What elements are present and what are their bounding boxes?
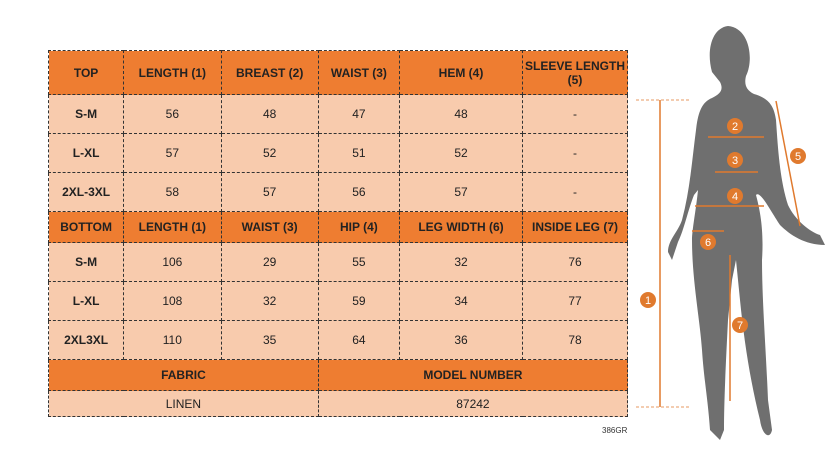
svg-text:4: 4 — [732, 191, 738, 203]
measurement-marker-5: 5 — [790, 148, 806, 164]
value-cell: 58 — [123, 172, 222, 212]
value-cell: - — [522, 94, 628, 134]
value-cell: - — [522, 133, 628, 173]
value-cell: 77 — [522, 281, 628, 321]
value-cell: 56 — [123, 94, 222, 134]
body-measurement-figure: 1 2 3 4 5 6 7 — [636, 26, 825, 440]
svg-text:5: 5 — [795, 151, 801, 163]
model-value: 87242 — [317, 390, 629, 417]
table-row: S-M 56 48 47 48- — [47, 94, 628, 134]
size-cell: 2XL-3XL — [47, 172, 125, 212]
bottom-header-row: BOTTOM LENGTH (1) WAIST (3) HIP (4) LEG WIDT… — [47, 211, 628, 243]
table-row: 2XL-3XL 58 57 56 57- — [47, 172, 628, 212]
value-cell: 52 — [220, 133, 319, 173]
value-cell: 76 — [522, 242, 628, 282]
size-chart-table: TOP LENGTH (1) BREAST (2) WAIST (3) HEM (4) S… — [47, 50, 629, 417]
header-cell: SLEEVE LENGTH (5) — [522, 50, 628, 95]
value-cell: 78 — [522, 320, 628, 360]
measurement-marker-2: 2 — [727, 118, 743, 134]
value-cell: 36 — [399, 320, 523, 360]
measurement-marker-1: 1 — [640, 292, 656, 308]
size-cell: 2XL3XL — [47, 320, 125, 360]
measurement-marker-7: 7 — [732, 317, 748, 333]
value-cell: 52 — [399, 133, 523, 173]
value-cell: 56 — [317, 172, 401, 212]
value-cell: 110 — [123, 320, 222, 360]
value-cell: 55 — [317, 242, 401, 282]
table-row: L-XL 57 52 51 52- — [47, 133, 628, 173]
value-cell: 29 — [220, 242, 319, 282]
size-cell: L-XL — [47, 281, 125, 321]
svg-text:6: 6 — [705, 237, 711, 249]
header-cell: WAIST (3) — [220, 211, 319, 243]
value-cell: 106 — [123, 242, 222, 282]
value-cell: 57 — [123, 133, 222, 173]
header-cell: BREAST (2) — [220, 50, 319, 95]
svg-text:1: 1 — [645, 295, 651, 307]
value-cell: 108 — [123, 281, 222, 321]
value-cell: 57 — [399, 172, 523, 212]
value-cell: 64 — [317, 320, 401, 360]
value-cell: 51 — [317, 133, 401, 173]
header-cell: LENGTH (1) — [123, 50, 222, 95]
size-cell: S-M — [47, 94, 125, 134]
product-code: 386GR — [602, 426, 628, 435]
header-cell: INSIDE LEG (7) — [522, 211, 628, 243]
value-cell: 32 — [399, 242, 523, 282]
measurement-marker-6: 6 — [700, 234, 716, 250]
value-cell: 32 — [220, 281, 319, 321]
value-cell: 59 — [317, 281, 401, 321]
value-cell: 48 — [399, 94, 523, 134]
header-cell: LEG WIDTH (6) — [399, 211, 523, 243]
header-cell: BOTTOM — [47, 211, 125, 243]
top-header-row: TOP LENGTH (1) BREAST (2) WAIST (3) HEM (4) S… — [47, 50, 628, 95]
svg-text:7: 7 — [737, 320, 743, 332]
table-row: L-XL 108 32 59 34 77 — [47, 281, 628, 321]
value-cell: 34 — [399, 281, 523, 321]
table-row: 2XL3XL 110 35 64 36 78 — [47, 320, 628, 360]
table-row: S-M 106 29 55 32 76 — [47, 242, 628, 282]
value-cell: 35 — [220, 320, 319, 360]
value-cell: 48 — [220, 94, 319, 134]
size-cell: L-XL — [47, 133, 125, 173]
header-cell: LENGTH (1) — [123, 211, 222, 243]
svg-text:2: 2 — [732, 121, 738, 133]
header-cell: TOP — [47, 50, 125, 95]
header-cell: HIP (4) — [317, 211, 401, 243]
header-cell: WAIST (3) — [317, 50, 401, 95]
measurement-marker-3: 3 — [727, 152, 743, 168]
svg-text:3: 3 — [732, 155, 738, 167]
measurement-marker-4: 4 — [727, 188, 743, 204]
silhouette — [668, 26, 825, 440]
model-label: MODEL NUMBER — [317, 359, 629, 391]
value-cell: 47 — [317, 94, 401, 134]
fabric-label: FABRIC — [48, 359, 319, 391]
info-row: LINEN 87242 — [48, 390, 629, 417]
value-cell: 57 — [220, 172, 319, 212]
info-header-row: FABRIC MODEL NUMBER — [48, 359, 629, 391]
header-cell: HEM (4) — [399, 50, 523, 95]
size-cell: S-M — [47, 242, 125, 282]
fabric-value: LINEN — [48, 390, 319, 417]
value-cell: - — [522, 172, 628, 212]
